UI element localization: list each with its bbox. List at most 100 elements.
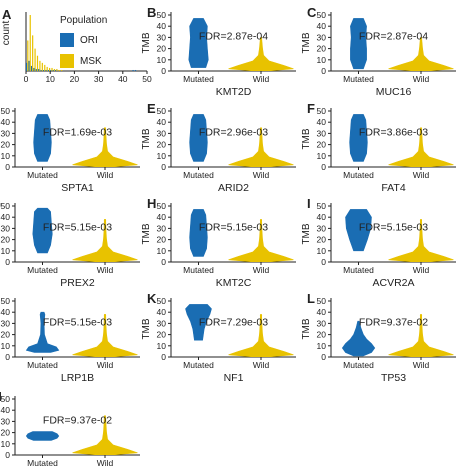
y-axis-label: TMB: [301, 223, 312, 244]
y-tick-label: 0: [321, 162, 326, 172]
fdr-annotation: FDR=5.15e-03: [43, 317, 112, 329]
outlier-point: [103, 339, 107, 342]
y-axis-label: TMB: [141, 32, 152, 53]
x-tick-label: Mutated: [27, 265, 58, 275]
y-tick-label: 10: [317, 341, 327, 351]
fdr-annotation: FDR=3.86e-03: [359, 127, 428, 139]
outlier-point: [259, 325, 263, 328]
x-tick-label: Wild: [253, 170, 270, 180]
y-tick-label: 40: [1, 405, 11, 415]
gene-title: SPTA1: [61, 182, 94, 194]
outlier-point: [259, 230, 263, 233]
x-tick-label: Wild: [97, 360, 114, 370]
y-tick-label: 0: [161, 352, 166, 362]
x-tick-label: Mutated: [343, 265, 374, 275]
outlier-point: [259, 46, 263, 49]
histogram-bar: [38, 68, 40, 71]
x-tick-label: Mutated: [27, 170, 58, 180]
outlier-point: [103, 149, 107, 152]
outlier-point: [419, 343, 423, 346]
x-tick-label: 40: [118, 74, 128, 84]
histogram-bar: [27, 40, 29, 71]
y-tick-label: 20: [1, 140, 11, 150]
violin-wild: [72, 219, 138, 262]
outlier-point: [419, 219, 423, 222]
fdr-annotation: FDR=5.15e-03: [43, 222, 112, 234]
outlier-point: [103, 135, 107, 138]
y-axis-label: count: [1, 21, 12, 46]
y-tick-label: 0: [321, 257, 326, 267]
y-tick-label: 20: [157, 235, 167, 245]
y-tick-label: 10: [317, 55, 327, 65]
outlier-point: [259, 128, 263, 131]
y-tick-label: 50: [157, 10, 167, 20]
fdr-annotation: FDR=9.37e-02: [43, 415, 112, 427]
gene-title: PREX2: [60, 277, 95, 289]
legend-label: ORI: [80, 35, 98, 46]
outlier-point: [259, 237, 263, 240]
x-tick-label: Wild: [253, 360, 270, 370]
y-tick-label: 50: [317, 201, 327, 211]
panel-letter: A: [2, 7, 12, 22]
gene-title: KMT2C: [216, 277, 252, 289]
y-tick-label: 40: [317, 307, 327, 317]
y-tick-label: 30: [157, 318, 167, 328]
outlier-point: [103, 153, 107, 156]
outlier-point: [259, 248, 263, 251]
panel-letter: C: [307, 5, 317, 20]
histogram-bar: [28, 60, 30, 71]
violin-mutated: [32, 207, 53, 254]
legend-title: Population: [60, 15, 107, 26]
outlier-point: [419, 139, 423, 142]
x-tick-label: 20: [70, 74, 80, 84]
violin-mutated: [341, 320, 376, 357]
legend-label: MSK: [80, 56, 102, 67]
outlier-point: [419, 248, 423, 251]
x-tick-label: Wild: [97, 458, 114, 468]
y-tick-label: 20: [157, 330, 167, 340]
y-tick-label: 50: [157, 296, 167, 306]
outlier-point: [259, 244, 263, 247]
histogram-bar: [132, 69, 134, 71]
y-tick-label: 40: [317, 117, 327, 127]
y-tick-label: 40: [157, 117, 167, 127]
outlier-point: [419, 251, 423, 255]
outlier-point: [259, 219, 263, 222]
y-tick-label: 30: [317, 223, 327, 233]
y-axis-label: TMB: [141, 223, 152, 244]
y-tick-label: 50: [317, 106, 327, 116]
gene-title: ARID2: [218, 182, 249, 194]
outlier-point: [103, 131, 107, 135]
y-tick-label: 20: [1, 235, 11, 245]
y-tick-label: 40: [1, 212, 11, 222]
x-tick-label: 30: [94, 74, 104, 84]
y-tick-label: 0: [321, 352, 326, 362]
violin-wild: [388, 314, 454, 357]
outlier-point: [103, 336, 107, 339]
y-tick-label: 50: [1, 394, 11, 404]
panel-letter: B: [147, 5, 156, 20]
histogram-bar: [39, 60, 41, 71]
y-tick-label: 40: [1, 307, 11, 317]
histogram-bar: [53, 68, 56, 71]
outlier-point: [259, 142, 263, 145]
y-tick-label: 10: [1, 151, 11, 161]
x-tick-label: Wild: [413, 74, 430, 84]
outlier-point: [103, 332, 107, 335]
outlier-point: [103, 346, 107, 350]
fdr-annotation: FDR=2.96e-03: [199, 127, 268, 139]
histogram-bar: [50, 69, 52, 71]
outlier-point: [419, 336, 423, 339]
y-tick-label: 40: [157, 307, 167, 317]
violin-mutated: [189, 209, 208, 257]
outlier-point: [103, 325, 107, 328]
outlier-point: [419, 223, 423, 226]
fdr-annotation: FDR=7.29e-03: [199, 317, 268, 329]
y-tick-label: 0: [161, 162, 166, 172]
outlier-point: [259, 329, 263, 332]
outlier-point: [419, 241, 423, 244]
